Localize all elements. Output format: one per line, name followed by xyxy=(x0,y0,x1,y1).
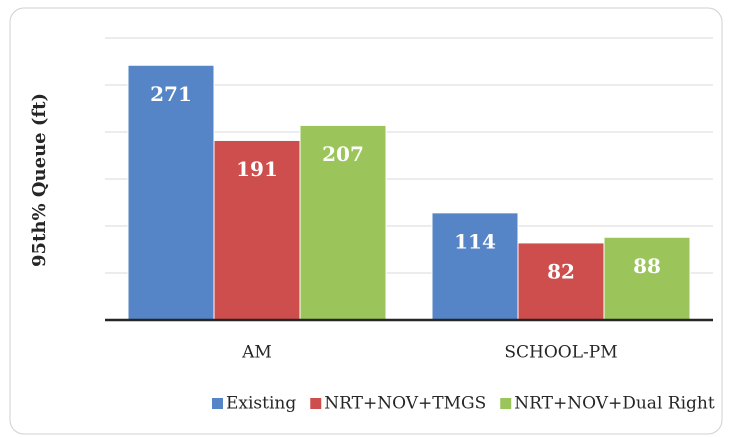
legend-swatch xyxy=(212,398,223,409)
bar xyxy=(517,242,605,321)
legend-swatch xyxy=(310,398,322,409)
legend-label: NRT+NOV+Dual Right xyxy=(514,394,715,414)
data-label: 207 xyxy=(322,142,364,166)
bar xyxy=(127,64,215,321)
x-tick-label: AM xyxy=(241,343,272,363)
legend-swatch xyxy=(500,398,512,409)
bar xyxy=(213,139,301,321)
y-axis-label: 95th% Queue (ft) xyxy=(29,93,50,267)
legend-label: NRT+NOV+TMGS xyxy=(324,394,486,414)
x-tick-label: SCHOOL-PM xyxy=(504,343,617,363)
data-label: 82 xyxy=(547,259,575,283)
bar xyxy=(603,236,691,321)
data-label: 191 xyxy=(236,157,278,181)
data-label: 271 xyxy=(150,82,192,106)
data-label: 114 xyxy=(454,229,496,253)
bar xyxy=(431,212,519,321)
legend-label: Existing xyxy=(226,394,296,414)
data-label: 88 xyxy=(633,254,661,278)
